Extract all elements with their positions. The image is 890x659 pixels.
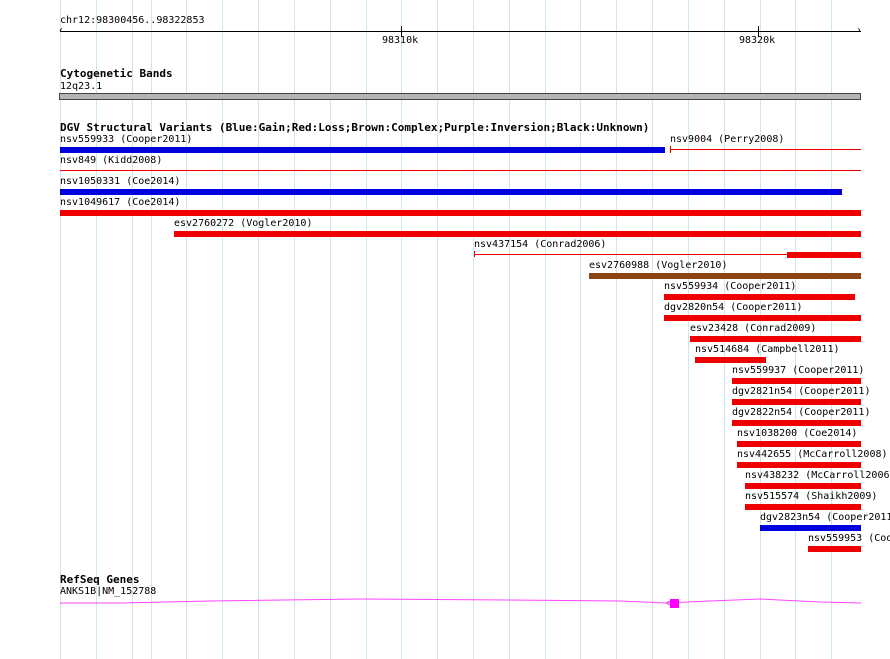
gridline bbox=[688, 0, 689, 659]
variant-label[interactable]: esv2760988 (Vogler2010) bbox=[589, 260, 728, 271]
variant-label[interactable]: esv23428 (Conrad2009) bbox=[690, 323, 817, 334]
gridline bbox=[545, 0, 546, 659]
variant-label[interactable]: nsv1049617 (Coe2014) bbox=[60, 197, 181, 208]
gridline bbox=[330, 0, 331, 659]
track-title[interactable]: Cytogenetic Bands bbox=[60, 67, 173, 80]
variant-end-tick bbox=[670, 146, 671, 153]
variant-label[interactable]: dgv2823n54 (Cooper2011 bbox=[760, 512, 890, 523]
variant-label[interactable]: nsv438232 (McCarroll2006 bbox=[745, 470, 890, 481]
variant-bar-loss[interactable] bbox=[808, 546, 861, 552]
gridline bbox=[222, 0, 223, 659]
variant-label[interactable]: esv2760272 (Vogler2010) bbox=[174, 218, 313, 229]
variant-label[interactable]: nsv559934 (Cooper2011) bbox=[664, 281, 797, 292]
track-title[interactable]: RefSeq Genes bbox=[60, 573, 140, 586]
variant-bar-loss[interactable] bbox=[695, 357, 766, 363]
gridline bbox=[132, 0, 133, 659]
variant-label[interactable]: nsv559933 (Cooper2011) bbox=[60, 134, 193, 145]
gridline bbox=[509, 0, 510, 659]
gridline bbox=[294, 0, 295, 659]
gridline bbox=[724, 0, 725, 659]
variant-end-tick bbox=[474, 251, 475, 257]
gridline bbox=[96, 0, 97, 659]
gridline bbox=[258, 0, 259, 659]
variant-bar-loss[interactable] bbox=[732, 420, 861, 426]
variant-label[interactable]: nsv9004 (Perry2008) bbox=[670, 134, 785, 145]
variant-bar-loss[interactable] bbox=[670, 149, 861, 150]
band-label: 12q23.1 bbox=[60, 81, 103, 92]
gene-exon[interactable] bbox=[670, 599, 679, 608]
variant-bar-complex[interactable] bbox=[589, 273, 861, 279]
gridline bbox=[616, 0, 617, 659]
region-label: chr12:98300456..98322853 bbox=[60, 15, 205, 26]
variant-bar-gain[interactable] bbox=[760, 525, 861, 531]
variant-label[interactable]: dgv2822n54 (Cooper2011) bbox=[732, 407, 871, 418]
gridline bbox=[795, 0, 796, 659]
variant-label[interactable]: nsv1050331 (Coe2014) bbox=[60, 176, 181, 187]
variant-label[interactable]: nsv515574 (Shaikh2009) bbox=[745, 491, 878, 502]
ruler-tick bbox=[758, 26, 759, 37]
gridline bbox=[366, 0, 367, 659]
variant-label[interactable]: nsv559937 (Cooper2011) bbox=[732, 365, 865, 376]
variant-label[interactable]: dgv2820n54 (Cooper2011) bbox=[664, 302, 803, 313]
variant-bar-loss[interactable] bbox=[474, 254, 787, 255]
gridline bbox=[652, 0, 653, 659]
gene-label[interactable]: ANKS1B|NM_152788 bbox=[60, 586, 157, 597]
track-title[interactable]: DGV Structural Variants (Blue:Gain;Red:L… bbox=[60, 121, 650, 134]
variant-bar-loss[interactable] bbox=[664, 294, 855, 300]
ruler-right-arrow: › bbox=[856, 25, 863, 36]
variant-bar-loss[interactable] bbox=[60, 210, 861, 216]
variant-bar-loss[interactable] bbox=[745, 504, 861, 510]
variant-bar-loss[interactable] bbox=[732, 378, 861, 384]
variant-bar-loss[interactable] bbox=[174, 231, 861, 237]
gridline bbox=[401, 0, 402, 659]
variant-label[interactable]: nsv442655 (McCarroll2008) bbox=[737, 449, 888, 460]
variant-bar-loss[interactable] bbox=[737, 441, 861, 447]
variant-label[interactable]: nsv849 (Kidd2008) bbox=[60, 155, 163, 166]
variant-bar-loss[interactable] bbox=[732, 399, 861, 405]
variant-bar-loss[interactable] bbox=[664, 315, 861, 321]
ruler-axis bbox=[60, 31, 861, 32]
ruler-tick-label: 98320k bbox=[739, 35, 776, 46]
gridline bbox=[760, 0, 761, 659]
gridline bbox=[831, 0, 832, 659]
variant-bar-loss[interactable] bbox=[745, 483, 861, 489]
cytoband-bar[interactable] bbox=[59, 93, 861, 100]
gridline bbox=[580, 0, 581, 659]
ruler-tick-label: 98310k bbox=[382, 35, 419, 46]
variant-bar-gain[interactable] bbox=[60, 189, 842, 195]
gene-intron-line[interactable] bbox=[60, 596, 861, 608]
gridline bbox=[437, 0, 438, 659]
variant-bar-loss[interactable] bbox=[787, 252, 861, 258]
variant-bar-gain[interactable] bbox=[60, 147, 665, 153]
gridline bbox=[186, 0, 187, 659]
variant-label[interactable]: nsv514684 (Campbell2011) bbox=[695, 344, 840, 355]
gridline bbox=[473, 0, 474, 659]
gridline bbox=[151, 0, 152, 659]
variant-bar-loss[interactable] bbox=[690, 336, 861, 342]
variant-label[interactable]: dgv2821n54 (Cooper2011) bbox=[732, 386, 871, 397]
variant-bar-loss[interactable] bbox=[737, 462, 861, 468]
ruler-tick bbox=[401, 26, 402, 37]
variant-label[interactable]: nsv1038200 (Coe2014) bbox=[737, 428, 858, 439]
variant-label[interactable]: nsv437154 (Conrad2006) bbox=[474, 239, 607, 250]
variant-bar-loss[interactable] bbox=[60, 170, 861, 171]
variant-label[interactable]: nsv559953 (Coo bbox=[808, 533, 890, 544]
ruler-left-arrow: ‹ bbox=[58, 25, 65, 36]
gridline bbox=[60, 0, 61, 659]
